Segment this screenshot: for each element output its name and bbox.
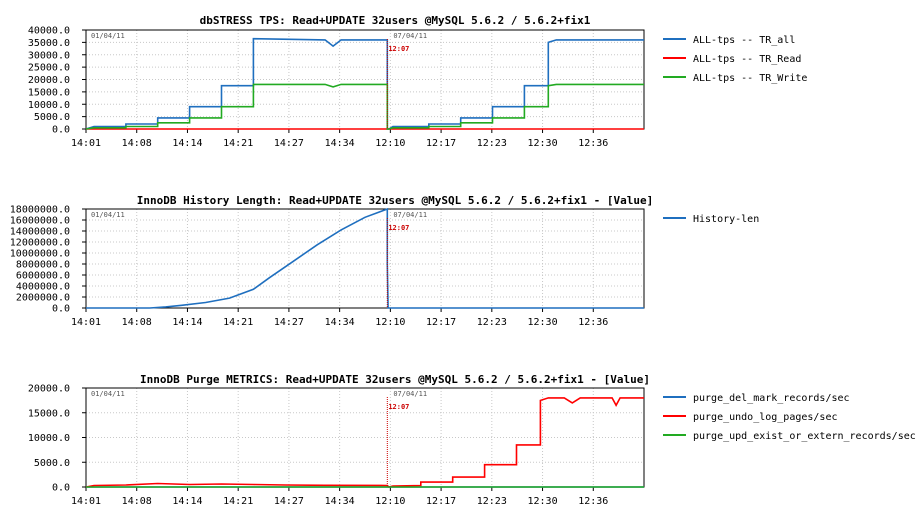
legend-label: purge_undo_log_pages/sec <box>693 412 838 423</box>
x-tick-label: 12:36 <box>578 496 608 507</box>
x-tick-label: 14:14 <box>172 317 202 328</box>
y-tick-label: 10000.0 <box>28 433 70 444</box>
y-tick-label: 20000.0 <box>28 384 70 395</box>
x-tick-label: 12:17 <box>426 496 456 507</box>
x-tick-label: 14:27 <box>274 317 304 328</box>
y-tick-label: 5000.0 <box>34 112 70 123</box>
x-tick-label: 12:36 <box>578 138 608 149</box>
series-line-3 <box>85 83 644 130</box>
x-tick-label: 14:01 <box>71 138 101 149</box>
y-tick-label: 15000.0 <box>28 87 70 98</box>
date-left-label: 01/04/11 <box>91 32 125 40</box>
legend-label: History-len <box>693 214 759 225</box>
y-tick-label: 20000.0 <box>28 75 70 86</box>
x-tick-label: 14:34 <box>325 138 355 149</box>
plot-frame <box>85 208 645 309</box>
x-tick-label: 14:08 <box>122 317 152 328</box>
x-tick-label: 12:17 <box>426 138 456 149</box>
x-tick-label: 14:34 <box>325 317 355 328</box>
x-tick-label: 12:10 <box>375 317 405 328</box>
y-tick-label: 15000.0 <box>28 408 70 419</box>
y-tick-label: 4000000.0 <box>16 282 70 293</box>
legend-label: ALL-tps -- TR_Write <box>693 73 807 84</box>
date-right-label: 07/04/11 <box>393 32 427 40</box>
x-tick-label: 14:21 <box>223 496 253 507</box>
y-tick-label: 40000.0 <box>28 26 70 37</box>
y-tick-label: 0.0 <box>52 304 70 315</box>
legend-label: ALL-tps -- TR_all <box>693 35 795 46</box>
series-line-1 <box>86 207 644 309</box>
marker-time-label: 12:07 <box>388 45 409 53</box>
x-tick-label: 14:08 <box>122 496 152 507</box>
x-tick-label: 12:30 <box>527 138 557 149</box>
legend-label: purge_del_mark_records/sec <box>693 393 850 404</box>
x-tick-label: 14:01 <box>71 317 101 328</box>
chart-title: InnoDB Purge METRICS: Read+UPDATE 32user… <box>140 373 650 386</box>
y-tick-label: 10000000.0 <box>10 249 70 260</box>
x-tick-label: 12:30 <box>527 496 557 507</box>
x-tick-label: 12:10 <box>375 496 405 507</box>
date-left-label: 01/04/11 <box>91 211 125 219</box>
x-tick-label: 14:08 <box>122 138 152 149</box>
x-tick-label: 12:17 <box>426 317 456 328</box>
x-tick-label: 14:14 <box>172 496 202 507</box>
y-tick-label: 8000000.0 <box>16 260 70 271</box>
y-tick-label: 5000.0 <box>34 458 70 469</box>
x-tick-label: 12:23 <box>477 496 507 507</box>
x-tick-label: 12:23 <box>477 317 507 328</box>
y-tick-label: 0.0 <box>52 125 70 136</box>
legend-label: purge_upd_exist_or_extern_records/sec <box>693 431 916 442</box>
y-tick-label: 10000.0 <box>28 100 70 111</box>
marker-time-label: 12:07 <box>388 403 409 411</box>
x-tick-label: 12:30 <box>527 317 557 328</box>
x-tick-label: 14:21 <box>223 138 253 149</box>
x-tick-label: 12:23 <box>477 138 507 149</box>
x-tick-label: 12:36 <box>578 317 608 328</box>
marker-time-label: 12:07 <box>388 224 409 232</box>
date-right-label: 07/04/11 <box>393 211 427 219</box>
y-tick-label: 35000.0 <box>28 38 70 49</box>
series-line-2 <box>85 397 644 488</box>
x-tick-label: 14:27 <box>274 496 304 507</box>
x-tick-label: 14:21 <box>223 317 253 328</box>
legend-label: ALL-tps -- TR_Read <box>693 54 801 65</box>
x-tick-label: 12:10 <box>375 138 405 149</box>
date-right-label: 07/04/11 <box>393 390 427 398</box>
chart-title: InnoDB History Length: Read+UPDATE 32use… <box>137 194 654 207</box>
y-tick-label: 30000.0 <box>28 50 70 61</box>
y-tick-label: 6000000.0 <box>16 271 70 282</box>
x-tick-label: 14:14 <box>172 138 202 149</box>
date-left-label: 01/04/11 <box>91 390 125 398</box>
x-tick-label: 14:27 <box>274 138 304 149</box>
y-tick-label: 25000.0 <box>28 63 70 74</box>
y-tick-label: 2000000.0 <box>16 293 70 304</box>
y-tick-label: 12000000.0 <box>10 238 70 249</box>
y-tick-label: 18000000.0 <box>10 205 70 216</box>
chart-title: dbSTRESS TPS: Read+UPDATE 32users @MySQL… <box>200 14 591 27</box>
y-tick-label: 0.0 <box>52 483 70 494</box>
y-tick-label: 16000000.0 <box>10 216 70 227</box>
y-tick-label: 14000000.0 <box>10 227 70 238</box>
x-tick-label: 14:01 <box>71 496 101 507</box>
x-tick-label: 14:34 <box>325 496 355 507</box>
